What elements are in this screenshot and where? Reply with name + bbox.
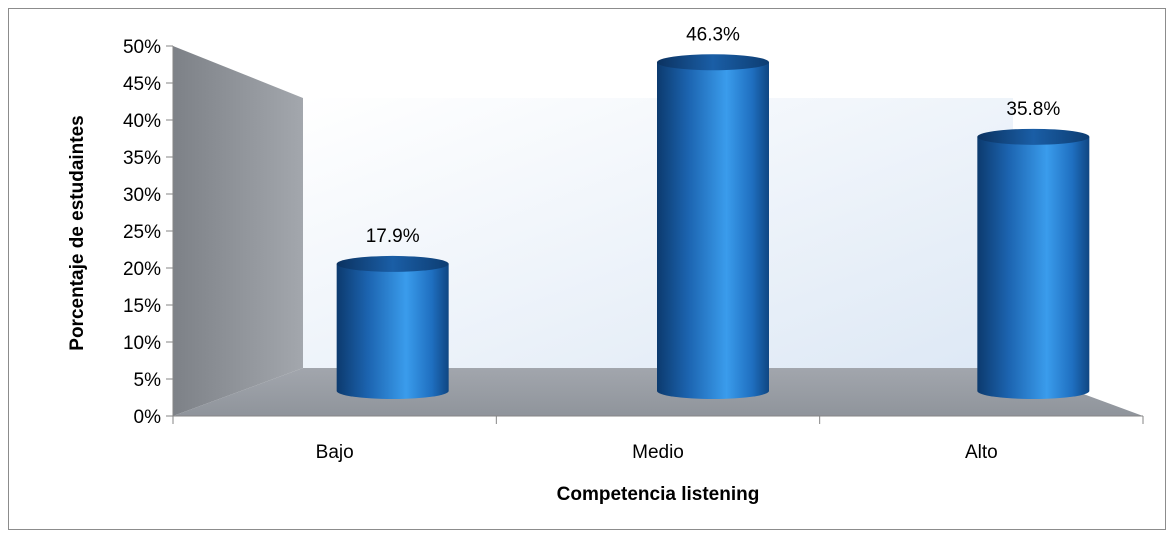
y-tick-label: 30% bbox=[123, 185, 161, 206]
y-tick-label: 35% bbox=[123, 148, 161, 169]
y-axis-ticks: 0% 5% 10% 15% 20% 25% 30% 35% 40% 45% 50% bbox=[123, 37, 173, 428]
bar-body bbox=[336, 263, 449, 399]
y-tick-label: 40% bbox=[123, 111, 161, 132]
y-tick-label: 15% bbox=[123, 296, 161, 317]
y-tick-label: 25% bbox=[123, 222, 161, 243]
bar-chart: 0% 5% 10% 15% 20% 25% 30% 35% 40% 45% 50% 17.9% 46.… bbox=[67, 24, 1144, 505]
y-tick-label: 50% bbox=[123, 37, 161, 58]
y-tick-label: 10% bbox=[123, 333, 161, 354]
x-axis-title: Competencia listening bbox=[557, 484, 760, 505]
y-tick-label: 5% bbox=[134, 370, 162, 391]
category-label: Alto bbox=[965, 442, 998, 463]
side-wall bbox=[173, 46, 303, 416]
bar-top-cap bbox=[977, 128, 1090, 145]
y-tick-label: 20% bbox=[123, 259, 161, 280]
data-label: 17.9% bbox=[366, 226, 420, 247]
data-label: 35.8% bbox=[1006, 99, 1060, 120]
category-label: Medio bbox=[632, 442, 684, 463]
bar-body bbox=[977, 136, 1090, 399]
data-label: 46.3% bbox=[686, 24, 740, 45]
chart-frame: 0% 5% 10% 15% 20% 25% 30% 35% 40% 45% 50% 17.9% 46.… bbox=[8, 8, 1166, 530]
bar-body bbox=[657, 62, 769, 400]
y-axis-title: Porcentaje de estudaintes bbox=[67, 115, 88, 350]
category-label: Bajo bbox=[316, 442, 354, 463]
y-tick-label: 0% bbox=[134, 407, 162, 428]
bars-group: 17.9% 46.3% 35.8% bbox=[336, 24, 1090, 400]
bar-top-cap bbox=[336, 255, 449, 272]
bar-alto: 35.8% bbox=[977, 99, 1090, 399]
bar-bajo: 17.9% bbox=[336, 226, 449, 399]
category-labels: Bajo Medio Alto bbox=[316, 442, 998, 463]
bar-top-cap bbox=[657, 54, 769, 71]
y-tick-label: 45% bbox=[123, 74, 161, 95]
x-axis-ticks bbox=[172, 416, 1144, 424]
bar-medio: 46.3% bbox=[657, 24, 769, 400]
